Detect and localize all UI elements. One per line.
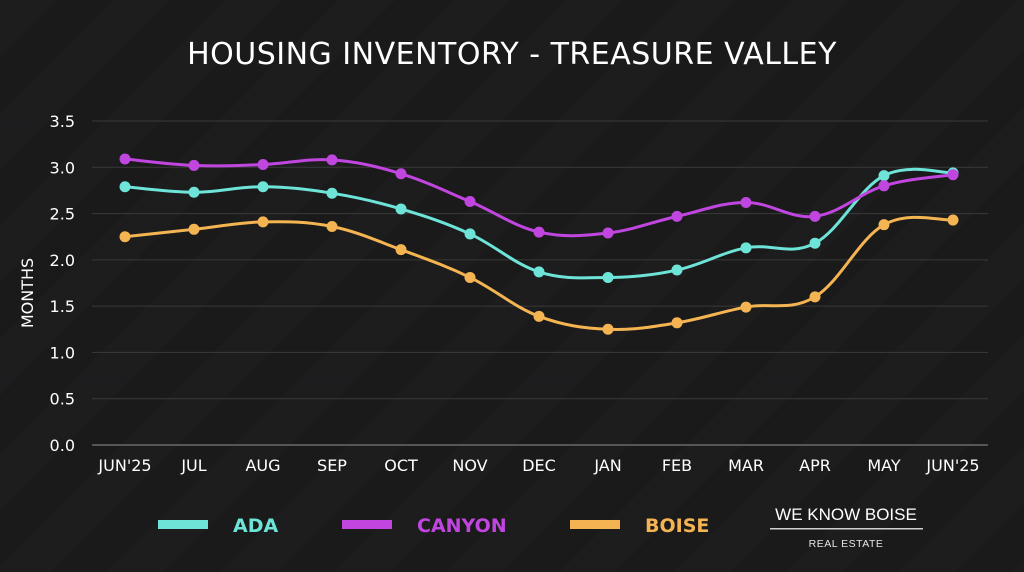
x-tick-label: JAN <box>593 456 621 475</box>
data-point-boise <box>602 323 614 335</box>
data-point-boise <box>809 291 821 303</box>
data-point-boise <box>326 221 338 233</box>
data-point-ada <box>188 186 200 198</box>
data-point-boise <box>533 310 545 322</box>
data-point-ada <box>878 170 890 182</box>
y-tick-label: 0.5 <box>50 390 75 409</box>
data-point-boise <box>395 244 407 256</box>
y-tick-label: 1.5 <box>50 297 75 316</box>
data-point-boise <box>740 301 752 313</box>
data-point-canyon <box>395 168 407 180</box>
y-tick-label: 2.5 <box>50 205 75 224</box>
x-axis-ticks: JUN'25 JUL AUG SEP OCT NOV DEC JAN FEB MAR APR MAY J… <box>97 456 979 475</box>
data-point-canyon <box>671 210 683 222</box>
y-tick-label: 1.0 <box>50 343 75 362</box>
data-point-ada <box>533 266 545 278</box>
series-lines <box>123 157 955 332</box>
y-tick-label: 3.5 <box>50 112 75 131</box>
x-tick-label: AUG <box>245 456 280 475</box>
logo-sub-text: REAL ESTATE <box>809 538 884 550</box>
data-point-canyon <box>533 226 545 238</box>
y-tick-label: 3.0 <box>50 158 75 177</box>
data-point-boise <box>878 219 890 231</box>
data-point-canyon <box>740 196 752 208</box>
data-point-ada <box>395 203 407 215</box>
logo-divider <box>770 528 923 530</box>
x-tick-label: MAR <box>728 456 764 475</box>
data-point-boise <box>257 216 269 228</box>
data-point-boise <box>188 223 200 235</box>
data-point-boise <box>464 271 476 283</box>
data-point-canyon <box>326 154 338 166</box>
data-point-ada <box>119 181 131 193</box>
data-point-ada <box>671 264 683 276</box>
x-tick-label: SEP <box>317 456 347 475</box>
data-point-canyon <box>464 196 476 208</box>
gridlines <box>92 120 988 446</box>
legend-swatch-boise <box>570 520 620 529</box>
data-point-canyon <box>188 159 200 171</box>
series-line-canyon <box>123 157 955 238</box>
x-tick-label: JUN'25 <box>97 456 151 475</box>
chart-title: HOUSING INVENTORY - TREASURE VALLEY <box>187 37 837 72</box>
y-tick-label: 2.0 <box>50 251 75 270</box>
data-point-ada <box>602 271 614 283</box>
data-point-canyon <box>602 227 614 239</box>
legend-label-boise: BOISE <box>645 515 709 537</box>
x-tick-label: DEC <box>522 456 556 475</box>
x-tick-label: JUL <box>180 456 206 475</box>
data-point-canyon <box>809 210 821 222</box>
legend-swatch-ada <box>158 520 208 529</box>
data-point-canyon <box>119 153 131 165</box>
data-point-ada <box>326 187 338 199</box>
data-point-ada <box>464 228 476 240</box>
legend-swatch-canyon <box>342 520 392 529</box>
legend-label-ada: ADA <box>233 515 278 537</box>
x-tick-label: OCT <box>384 456 418 475</box>
data-point-boise <box>671 317 683 329</box>
x-tick-label: JUN'25 <box>925 456 979 475</box>
x-tick-label: NOV <box>452 456 487 475</box>
logo: WE KNOW BOISE REAL ESTATE <box>770 505 923 550</box>
data-point-canyon <box>947 169 959 181</box>
series-points <box>119 153 959 335</box>
x-tick-label: APR <box>799 456 831 475</box>
x-tick-label: MAY <box>867 456 901 475</box>
data-point-boise <box>119 231 131 243</box>
data-point-ada <box>257 181 269 193</box>
data-point-ada <box>809 237 821 249</box>
data-point-ada <box>740 242 752 254</box>
legend-label-canyon: CANYON <box>417 515 507 537</box>
x-tick-label: FEB <box>662 456 692 475</box>
data-point-boise <box>947 214 959 226</box>
data-point-canyon <box>878 180 890 192</box>
data-point-canyon <box>257 159 269 171</box>
y-axis-label: MONTHS <box>18 258 37 328</box>
legend: ADA CANYON BOISE <box>158 515 709 537</box>
logo-main-text: WE KNOW BOISE <box>775 505 917 524</box>
y-tick-label: 0.0 <box>50 436 75 455</box>
y-axis-ticks: 0.0 0.5 1.0 1.5 2.0 2.5 3.0 3.5 <box>50 112 75 455</box>
